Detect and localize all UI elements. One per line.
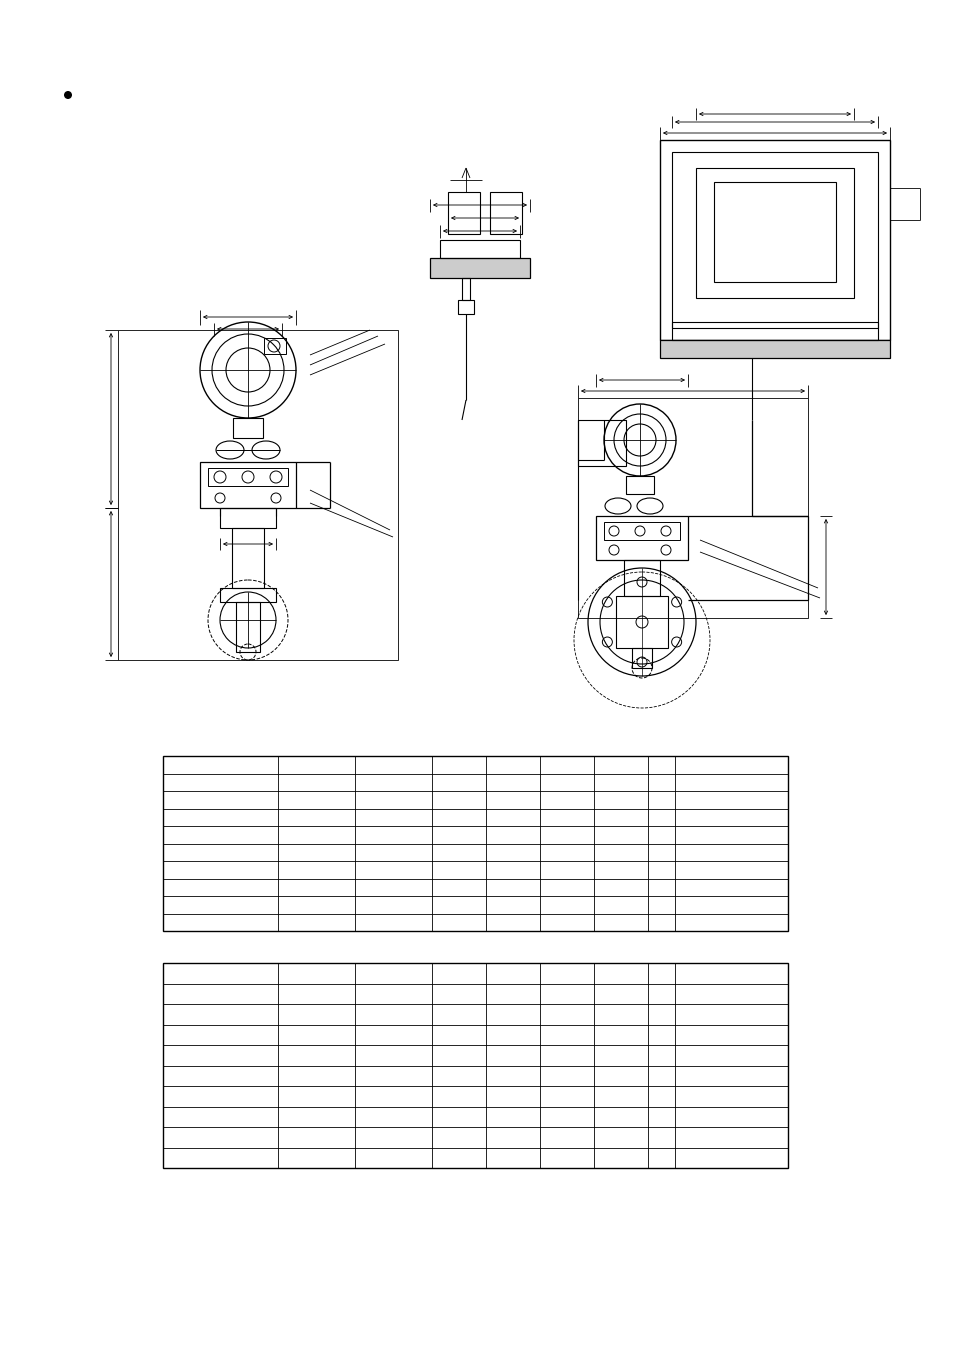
Bar xyxy=(457,300,474,313)
Bar xyxy=(623,561,659,596)
Bar xyxy=(696,168,853,299)
Bar xyxy=(264,338,286,354)
Bar xyxy=(232,528,264,588)
Bar xyxy=(671,322,877,340)
Bar xyxy=(233,417,263,438)
Bar xyxy=(461,278,470,300)
Bar xyxy=(439,240,519,258)
Bar xyxy=(200,462,295,508)
Bar xyxy=(430,258,530,278)
Bar xyxy=(596,516,687,561)
Bar xyxy=(163,963,787,1169)
Bar xyxy=(220,588,275,603)
Bar xyxy=(616,596,667,648)
Bar xyxy=(659,340,889,358)
Bar xyxy=(659,141,889,340)
Bar xyxy=(625,476,654,494)
Bar xyxy=(578,420,625,466)
Bar xyxy=(631,648,651,667)
Circle shape xyxy=(64,91,71,99)
Bar xyxy=(220,508,275,528)
Bar xyxy=(235,603,260,653)
Bar xyxy=(578,399,807,617)
Bar xyxy=(671,153,877,328)
Bar xyxy=(448,192,479,234)
Bar xyxy=(713,182,835,282)
Bar xyxy=(603,521,679,540)
Bar xyxy=(208,467,288,486)
Bar xyxy=(118,330,397,661)
Bar xyxy=(163,757,787,931)
Bar xyxy=(490,192,521,234)
